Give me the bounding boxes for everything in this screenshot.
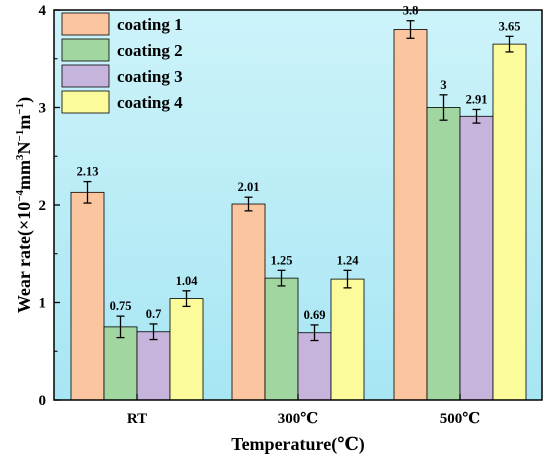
ticks-layer: RT 300℃ 500℃ 0 1 2 3 4 [39,3,481,427]
data-label-coating-4-0: 1.04 [176,274,199,288]
error-bar-coating-4-1 [343,269,352,289]
bar-coating-3-0 [136,331,171,401]
x-tick-label-0: RT [127,411,147,427]
bars-layer [70,29,527,401]
bar-coating-4-1 [330,278,365,401]
error-bar-coating-1-2 [406,20,415,39]
data-label-coating-4-1: 1.24 [337,253,360,267]
y-axis-title-mid3: m [14,115,34,130]
data-label-coating-1-0: 2.13 [77,165,99,179]
x-axis-title: Temperature(℃) [231,434,365,455]
data-label-coating-4-2: 3.65 [499,19,521,33]
error-bar-coating-4-0 [182,290,191,308]
y-tick-label-2: 2 [39,198,47,214]
y-axis-title: Wear rate(×10−4mm3N−1m−1) [14,97,35,313]
bar-coating-1-2 [393,29,428,401]
error-bar-coating-2-2 [439,94,448,121]
error-bar-coating-3-1 [310,324,319,342]
error-bar-coating-2-1 [277,269,286,287]
error-bar-coating-3-2 [472,108,481,124]
legend-swatch-3 [61,90,110,114]
y-axis-title-main: Wear rate(×10 [14,202,35,313]
bar-coating-2-1 [264,277,299,401]
error-bar-coating-2-0 [116,315,125,339]
data-label-coating-1-1: 2.01 [238,180,260,194]
bar-coating-4-0 [169,298,204,401]
legend-label-0: coating 1 [117,15,183,34]
error-bars-layer [83,20,514,342]
legend-label-3: coating 4 [117,93,183,112]
y-axis-title-exp2: 3 [14,154,26,160]
error-bar-coating-1-0 [83,180,92,204]
bar-coating-3-1 [297,332,332,401]
data-label-coating-2-1: 1.25 [271,253,293,267]
legend-swatch-1 [61,38,110,62]
bar-coating-1-1 [231,203,266,401]
data-label-coating-3-2: 2.91 [466,92,488,106]
bar-coating-3-2 [459,115,494,401]
data-label-coating-3-0: 0.7 [146,307,162,321]
y-axis-title-exp1: −4 [14,189,26,201]
y-axis-title-mid2: N [14,141,34,154]
x-tick-label-1: 300℃ [278,411,319,427]
error-bar-coating-1-1 [244,196,253,212]
y-axis-title-exp3: −1 [14,130,26,142]
error-bar-coating-4-2 [505,35,514,53]
y-tick-label-0: 0 [39,393,47,409]
y-axis-title-exp4: −1 [14,103,26,115]
legend-swatch-2 [61,64,110,88]
bar-coating-4-2 [492,43,527,401]
bar-coating-1-0 [70,191,105,401]
x-tick-label-2: 500℃ [440,411,481,427]
legend: coating 1 coating 2 coating 3 coating 4 [61,12,183,114]
data-label-coating-2-0: 0.75 [110,299,132,313]
y-tick-label-3: 3 [39,101,47,117]
y-axis-title-end: ) [14,97,35,103]
legend-label-1: coating 2 [117,41,183,60]
bar-coating-2-2 [426,107,461,401]
data-label-coating-3-1: 0.69 [304,308,326,322]
y-tick-label-1: 1 [39,296,47,312]
legend-swatch-0 [61,12,110,36]
y-tick-label-4: 4 [39,3,47,19]
data-label-coating-2-2: 3 [440,78,446,92]
error-bar-coating-3-0 [149,323,158,341]
legend-label-2: coating 3 [117,67,183,86]
y-axis-title-mid1: mm [14,160,34,190]
